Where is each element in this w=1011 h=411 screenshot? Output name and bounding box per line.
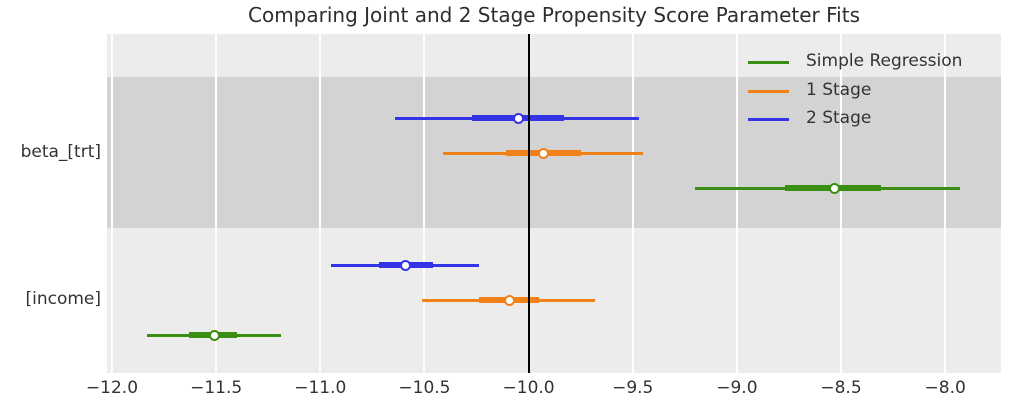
plot-area [107,34,1001,373]
gridline [423,34,426,373]
x-tick-label: −8.5 [820,378,862,398]
legend-line-sample [748,118,789,121]
x-tick-label: −12.0 [85,378,139,398]
x-tick-label: −8.0 [924,378,966,398]
legend-label: Simple Regression [806,51,963,71]
legend-label: 1 Stage [806,80,872,100]
point-marker [829,182,841,194]
gridline [319,34,322,373]
gridline [735,34,738,373]
legend-line-sample [748,61,789,64]
gridline [215,34,218,373]
reference-line [527,34,530,373]
point-marker [504,294,516,306]
gridline [631,34,634,373]
point-marker [208,329,220,341]
x-tick-label: −11.5 [190,378,243,398]
x-tick-label: −10.0 [502,378,555,398]
chart-title: Comparing Joint and 2 Stage Propensity S… [248,3,860,27]
y-tick-label: [income] [25,289,101,309]
gridline [110,34,113,373]
x-tick-label: −9.5 [612,378,654,398]
x-tick-label: −11.0 [294,378,347,398]
legend-line-sample [748,90,789,93]
category-band-light [107,34,1001,77]
point-marker [512,112,524,124]
legend-label: 2 Stage [806,108,872,128]
x-tick-label: −10.5 [398,378,451,398]
x-tick-label: −9.0 [716,378,758,398]
point-marker [400,259,412,271]
gridline [944,34,947,373]
gridline [840,34,843,373]
y-tick-label: beta_[trt] [20,142,101,162]
point-marker [537,147,549,159]
